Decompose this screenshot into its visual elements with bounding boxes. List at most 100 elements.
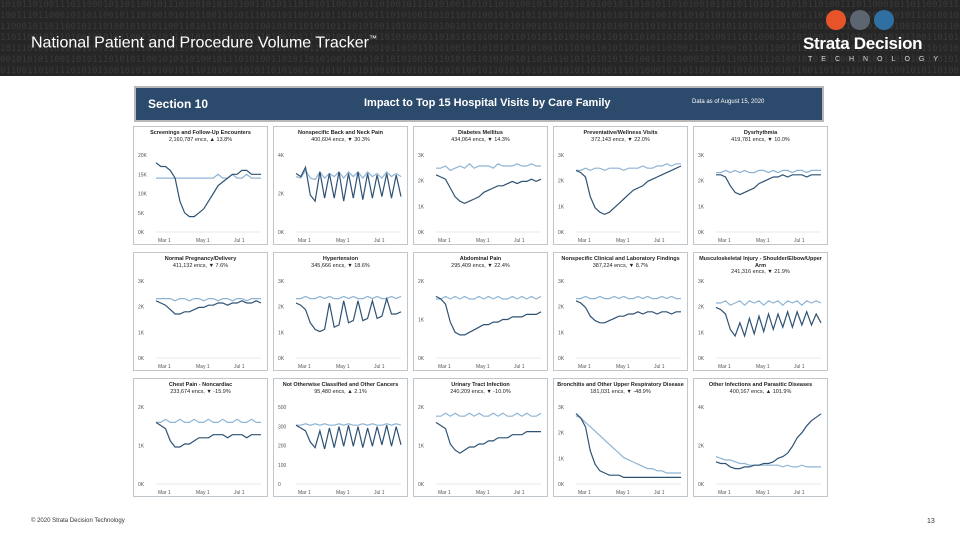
panel-subtitle: 295,409 encs, ▼ 22.4%	[451, 262, 510, 269]
brand-logo-icons	[826, 10, 894, 30]
prior-year-line	[715, 456, 821, 468]
y-tick-label: 2K	[418, 405, 425, 411]
x-tick-label: Mar 1	[578, 490, 591, 496]
current-year-line	[155, 421, 261, 448]
panel-subtitle: 387,224 encs, ▼ 8.7%	[592, 262, 649, 269]
panel-title: Bronchitis and Other Upper Respiratory D…	[556, 382, 685, 395]
y-tick-label: 1K	[138, 444, 145, 450]
y-tick-label: 0K	[418, 230, 425, 236]
page-number: 13	[927, 518, 935, 525]
y-tick-label: 0K	[138, 230, 145, 236]
panel-title-text: Hypertension	[322, 256, 359, 262]
panel-chart: 2K 1K 0K Mar 1 May 1 Jul 1	[418, 279, 542, 370]
y-tick-label: 2K	[698, 444, 705, 450]
y-tick-label: 0K	[698, 482, 705, 488]
x-tick-label: Mar 1	[438, 490, 451, 496]
panel-title: Preventative/Wellness Visits 372,143 encs…	[556, 130, 685, 143]
panel-title: Urinary Tract Infection 240,209 encs, ▼ -…	[416, 382, 545, 395]
y-tick-label: 200	[278, 444, 287, 450]
panel-chart: 3K 2K 1K 0K Mar 1 May 1 Jul 1	[558, 279, 681, 370]
y-tick-label: 3K	[278, 279, 285, 285]
y-tick-label: 0K	[418, 482, 425, 488]
current-year-line	[435, 295, 542, 336]
x-tick-label: Jul 1	[234, 364, 245, 370]
current-year-line	[435, 174, 542, 205]
y-tick-label: 2K	[418, 179, 425, 185]
x-tick-label: May 1	[756, 238, 770, 244]
chart-panel: 4K 2K 0K Mar 1 May 1 Jul 1 Other Infections an…	[693, 378, 828, 497]
y-tick-label: 0K	[558, 230, 565, 236]
y-tick-label: 2K	[138, 405, 145, 411]
x-tick-label: May 1	[336, 490, 350, 496]
panel-title-text: Chest Pain - Noncardiac	[168, 382, 233, 388]
y-tick-label: 0	[278, 482, 281, 488]
x-tick-label: Jul 1	[234, 238, 245, 244]
x-tick-label: Mar 1	[718, 238, 731, 244]
current-year-line	[716, 174, 821, 196]
prior-year-line	[436, 295, 542, 300]
panel-chart: 500 300 200 100 0 Mar 1 May 1 Jul 1	[278, 405, 402, 496]
y-tick-label: 1K	[278, 330, 285, 336]
x-tick-label: Mar 1	[158, 364, 171, 370]
current-year-line	[575, 165, 682, 216]
x-tick-label: Jul 1	[654, 238, 665, 244]
prior-year-line	[436, 412, 542, 417]
y-tick-label: 2K	[558, 431, 565, 437]
y-tick-label: 3K	[418, 153, 425, 159]
panel-subtitle: 372,143 encs, ▼ 22.0%	[591, 136, 650, 143]
y-tick-label: 2K	[138, 305, 145, 311]
chart-panel: 3K 2K 1K 0K Mar 1 May 1 Jul 1 Preventative/Well…	[553, 126, 688, 245]
x-tick-label: Jul 1	[654, 364, 665, 370]
panel-subtitle: 419,781 encs, ▼ 10.0%	[731, 136, 790, 143]
y-tick-label: 3K	[558, 405, 565, 411]
x-tick-label: May 1	[756, 490, 770, 496]
y-tick-label: 2K	[418, 279, 425, 285]
panel-title: Normal Pregnancy/Delivery 411,132 encs, ▼…	[136, 256, 265, 269]
section-number: Section 10	[148, 97, 209, 111]
panel-subtitle: 400,167 encs, ▲ 101.9%	[729, 388, 792, 395]
x-tick-label: May 1	[476, 238, 490, 244]
prior-year-line	[576, 295, 681, 300]
chart-panel: 3K 2K 1K 0K Mar 1 May 1 Jul 1 Bronchitis and Ot…	[553, 378, 688, 497]
y-tick-label: 0K	[278, 356, 285, 362]
y-tick-label: 1K	[138, 330, 145, 336]
slide-title: National Patient and Procedure Volume Tr…	[31, 34, 377, 52]
section-title: Impact to Top 15 Hospital Visits by Care…	[364, 97, 611, 109]
y-tick-label: 4K	[698, 405, 705, 411]
x-tick-label: Mar 1	[158, 490, 171, 496]
panel-title: Abdominal Pain 295,409 encs, ▼ 22.4%	[416, 256, 545, 269]
panel-title: Nonspecific Clinical and Laboratory Find…	[556, 256, 685, 269]
prior-year-line	[575, 415, 681, 474]
panel-subtitle: 233,674 encs, ▼ -15.9%	[170, 388, 231, 395]
y-tick-label: 15K	[138, 172, 148, 178]
x-tick-label: Jul 1	[514, 490, 525, 496]
panel-chart: 3K 2K 1K 0K Mar 1 May 1 Jul 1	[698, 153, 821, 244]
pie-chart-icon	[874, 10, 894, 30]
panel-subtitle: 411,132 encs, ▼ 7.6%	[172, 262, 229, 269]
panel-title: Other Infections and Parasitic Diseases 4…	[696, 382, 825, 395]
x-tick-label: Jul 1	[794, 364, 805, 370]
chart-panel: 2K 1K 0K Mar 1 May 1 Jul 1 Abdominal Pain 295,4…	[413, 252, 548, 371]
chart-panel: 2K 1K 0K Mar 1 May 1 Jul 1 Urinary Tract Infec…	[413, 378, 548, 497]
y-tick-label: 2K	[698, 179, 705, 185]
current-year-line	[575, 300, 681, 324]
y-tick-label: 500	[278, 405, 287, 411]
panel-title-text: Abdominal Pain	[459, 256, 502, 262]
x-tick-label: May 1	[336, 364, 350, 370]
bar-chart-icon	[826, 10, 846, 30]
prior-year-line	[716, 300, 822, 307]
x-tick-label: Mar 1	[578, 238, 591, 244]
panel-grid: 20K 15K 10K 5K 0K Mar 1 May 1 Jul 1 Screenings a…	[133, 126, 828, 500]
x-tick-label: May 1	[336, 238, 350, 244]
data-date: Data as of August 15, 2020	[692, 99, 765, 105]
panel-title-text: Musculoskeletal Injury - Shoulder/Elbow/…	[699, 256, 822, 269]
chart-panel: 3K 2K 1K 0K Mar 1 May 1 Jul 1 Musculoskeletal I…	[693, 252, 828, 371]
panel-title-text: Dysrhythmia	[743, 130, 778, 136]
y-tick-label: 3K	[138, 279, 145, 285]
y-tick-label: 3K	[558, 279, 565, 285]
panel-title-text: Urinary Tract Infection	[451, 382, 510, 388]
current-year-line	[295, 424, 402, 450]
binary-background: 1010110100111011000101101100101110100101…	[0, 0, 960, 76]
trademark-mark: ™	[368, 34, 377, 43]
slide-title-text: National Patient and Procedure Volume Tr…	[31, 34, 369, 52]
